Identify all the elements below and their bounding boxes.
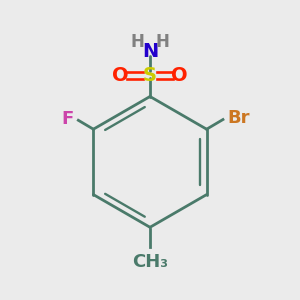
- Text: H: H: [130, 33, 145, 51]
- Text: S: S: [143, 66, 157, 85]
- Text: CH₃: CH₃: [132, 253, 168, 271]
- Text: H: H: [155, 33, 170, 51]
- Text: F: F: [61, 110, 74, 128]
- Text: N: N: [142, 42, 158, 62]
- Text: Br: Br: [227, 109, 250, 127]
- Text: O: O: [112, 66, 129, 85]
- Text: O: O: [171, 66, 188, 85]
